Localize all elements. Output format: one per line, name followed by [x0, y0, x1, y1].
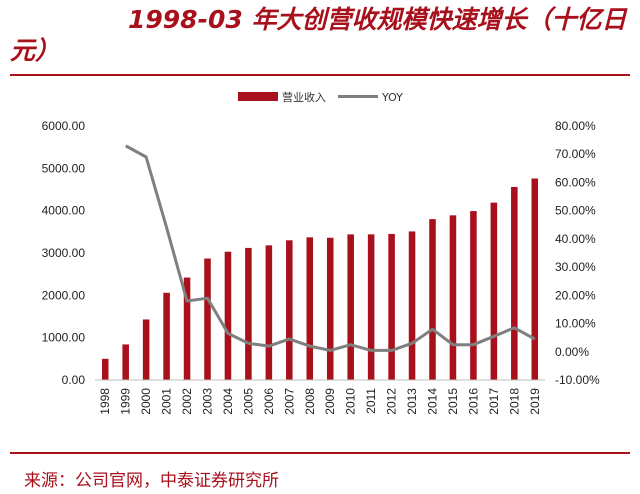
revenue-bar — [265, 245, 273, 380]
y-right-tick-label: -10.00% — [555, 373, 600, 387]
revenue-bar — [306, 237, 314, 380]
x-tick-label: 2018 — [507, 388, 521, 415]
y-left-tick-label: 0.00 — [62, 373, 86, 387]
y-left-tick-label: 3000.00 — [42, 246, 86, 260]
x-tick-label: 2015 — [446, 388, 460, 415]
revenue-bar — [490, 202, 498, 380]
x-tick-label: 1999 — [119, 388, 133, 415]
x-tick-label: 2008 — [303, 388, 317, 415]
revenue-bar — [511, 186, 518, 380]
y-left-tick-label: 4000.00 — [42, 204, 86, 218]
y-left-tick-label: 5000.00 — [42, 161, 86, 175]
revenue-bar — [429, 219, 436, 380]
legend-label-yoy: YOY — [381, 91, 403, 104]
x-tick-label: 2002 — [180, 388, 194, 415]
source-note: 来源：公司官网，中泰证券研究所 — [24, 471, 279, 491]
revenue-bar — [245, 247, 252, 380]
y-right-tick-label: 0.00% — [555, 345, 589, 359]
x-tick-label: 1998 — [98, 388, 112, 415]
y-right-tick-label: 10.00% — [555, 317, 596, 331]
revenue-bar — [142, 319, 150, 380]
revenue-bar — [183, 277, 191, 380]
revenue-bar — [326, 237, 334, 380]
source-divider — [10, 452, 630, 454]
x-tick-label: 2003 — [201, 388, 215, 415]
y-right-tick-label: 60.00% — [555, 175, 596, 189]
x-tick-label: 2017 — [487, 388, 501, 415]
x-tick-label: 2013 — [405, 388, 419, 415]
x-tick-label: 2019 — [528, 388, 542, 415]
x-tick-label: 2000 — [139, 388, 153, 415]
y-left-tick-label: 2000.00 — [42, 288, 86, 302]
revenue-bar — [204, 258, 211, 380]
revenue-bar — [347, 234, 354, 380]
revenue-bar — [101, 358, 109, 380]
revenue-bar — [449, 215, 457, 380]
y-right-tick-label: 40.00% — [555, 232, 596, 246]
legend-bar-swatch — [238, 92, 278, 101]
y-right-tick-label: 30.00% — [555, 260, 596, 274]
y-right-tick-label: 20.00% — [555, 288, 596, 302]
yoy-line — [124, 144, 536, 352]
chart: 营业收入 YOY 0.00 1000.00 2000.00 3000.00 4000.0… — [42, 90, 600, 415]
revenue-bar — [163, 292, 170, 380]
y-axis-left: 0.00 1000.00 2000.00 3000.00 4000.00 5000.00 6… — [42, 119, 86, 387]
legend-label-revenue: 营业收入 — [282, 90, 326, 104]
revenue-bar — [470, 211, 477, 380]
title-block: 1998-03 年大创营收规模快速增长（十亿日元） — [10, 4, 630, 74]
x-axis: 1998 1999 2000 2001 2002 2003 2004 2005 2006 2007… — [98, 388, 542, 415]
title-divider — [10, 74, 630, 76]
x-tick-label: 2005 — [241, 388, 255, 415]
x-tick-label: 2006 — [262, 388, 276, 415]
y-right-tick-label: 50.00% — [555, 204, 596, 218]
y-left-tick-label: 6000.00 — [42, 119, 86, 133]
x-tick-label: 2004 — [221, 388, 235, 415]
revenue-bar — [367, 234, 375, 380]
x-tick-label: 2010 — [344, 388, 358, 415]
revenue-bar — [388, 233, 395, 380]
revenue-bar — [408, 231, 416, 380]
x-tick-label: 2012 — [385, 388, 399, 415]
y-axis-right: -10.00% 0.00% 10.00% 20.00% 30.00% 40.00% 50.0… — [555, 119, 600, 387]
revenue-bar — [531, 178, 539, 380]
revenue-bar — [224, 251, 232, 380]
x-tick-label: 2016 — [466, 388, 480, 415]
x-tick-label: 2007 — [282, 388, 296, 415]
revenue-bars — [101, 178, 539, 380]
x-tick-label: 2001 — [160, 388, 174, 415]
revenue-bar — [286, 240, 293, 380]
x-tick-label: 2014 — [426, 388, 440, 415]
x-tick-label: 2011 — [364, 388, 378, 414]
chart-title: 1998-03 年大创营收规模快速增长（十亿日元） — [10, 5, 627, 65]
y-right-tick-label: 70.00% — [555, 147, 596, 161]
x-tick-label: 2009 — [323, 388, 337, 415]
legend: 营业收入 YOY — [238, 90, 403, 104]
y-right-tick-label: 80.00% — [555, 119, 596, 133]
revenue-bar — [122, 344, 129, 380]
y-left-tick-label: 1000.00 — [42, 331, 86, 345]
